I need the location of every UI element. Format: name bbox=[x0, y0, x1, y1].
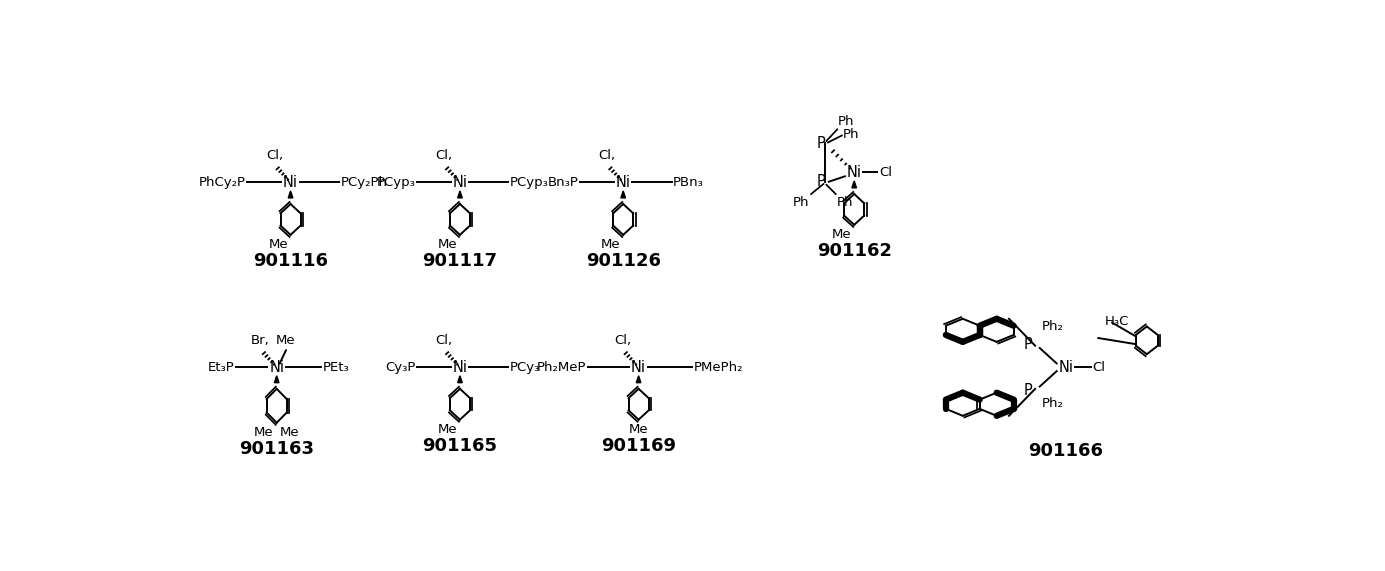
Text: Ph: Ph bbox=[838, 115, 855, 128]
Text: Me: Me bbox=[276, 334, 296, 347]
Text: Cl,: Cl, bbox=[266, 150, 283, 163]
Text: 901169: 901169 bbox=[601, 437, 676, 455]
Text: Ni: Ni bbox=[453, 175, 468, 190]
Text: Cy₃P: Cy₃P bbox=[385, 361, 416, 374]
Text: Ni: Ni bbox=[283, 175, 298, 190]
Text: PCyp₃: PCyp₃ bbox=[510, 176, 548, 189]
Text: 901165: 901165 bbox=[422, 437, 497, 455]
Text: PhCy₂P: PhCy₂P bbox=[199, 176, 247, 189]
Text: Bn₃P: Bn₃P bbox=[547, 176, 579, 189]
Polygon shape bbox=[620, 191, 626, 198]
Text: Ph₂MeP: Ph₂MeP bbox=[537, 361, 586, 374]
Text: Me: Me bbox=[253, 426, 273, 439]
Text: Me: Me bbox=[629, 423, 648, 436]
Text: P: P bbox=[816, 136, 825, 151]
Text: PCy₂Ph: PCy₂Ph bbox=[341, 176, 388, 189]
Text: Me: Me bbox=[601, 238, 620, 251]
Text: 901117: 901117 bbox=[422, 252, 497, 270]
Text: Ph: Ph bbox=[794, 196, 809, 208]
Text: Me: Me bbox=[438, 238, 457, 251]
Text: PMePh₂: PMePh₂ bbox=[694, 361, 744, 374]
Text: H₃C: H₃C bbox=[1104, 315, 1129, 328]
Text: Me: Me bbox=[832, 228, 852, 241]
Text: Ni: Ni bbox=[453, 360, 468, 375]
Text: P: P bbox=[1024, 337, 1032, 352]
Text: 901166: 901166 bbox=[1029, 442, 1104, 460]
Text: Ph: Ph bbox=[842, 128, 859, 141]
Text: Ni: Ni bbox=[1058, 360, 1073, 375]
Text: Me: Me bbox=[269, 238, 288, 251]
Polygon shape bbox=[288, 191, 292, 198]
Text: PEt₃: PEt₃ bbox=[323, 361, 349, 374]
Text: Me: Me bbox=[438, 423, 457, 436]
Text: Br,: Br, bbox=[251, 334, 270, 347]
Text: 901163: 901163 bbox=[240, 440, 314, 458]
Text: Cl,: Cl, bbox=[614, 334, 632, 347]
Text: Ni: Ni bbox=[846, 165, 861, 180]
Text: Me: Me bbox=[280, 426, 299, 439]
Polygon shape bbox=[636, 376, 641, 383]
Text: Cl,: Cl, bbox=[435, 150, 453, 163]
Text: Cl,: Cl, bbox=[435, 334, 453, 347]
Text: 901162: 901162 bbox=[817, 242, 892, 260]
Text: Cl,: Cl, bbox=[598, 150, 615, 163]
Text: Cl: Cl bbox=[1093, 361, 1105, 374]
Text: P: P bbox=[1024, 383, 1032, 398]
Text: 901126: 901126 bbox=[586, 252, 661, 270]
Text: Ph: Ph bbox=[837, 196, 853, 208]
Text: Ni: Ni bbox=[616, 175, 630, 190]
Text: PCy₃: PCy₃ bbox=[510, 361, 540, 374]
Polygon shape bbox=[457, 376, 463, 383]
Polygon shape bbox=[457, 191, 463, 198]
Text: 901116: 901116 bbox=[253, 252, 328, 270]
Text: Ph₂: Ph₂ bbox=[1042, 396, 1064, 409]
Text: Cl: Cl bbox=[879, 166, 892, 179]
Text: Ni: Ni bbox=[269, 360, 284, 375]
Text: PCyp₃: PCyp₃ bbox=[377, 176, 416, 189]
Text: PBn₃: PBn₃ bbox=[673, 176, 704, 189]
Text: Et₃P: Et₃P bbox=[208, 361, 234, 374]
Text: Ni: Ni bbox=[632, 360, 645, 375]
Polygon shape bbox=[852, 181, 856, 188]
Text: Ph₂: Ph₂ bbox=[1042, 320, 1064, 333]
Text: P: P bbox=[816, 174, 825, 189]
Polygon shape bbox=[274, 376, 278, 383]
